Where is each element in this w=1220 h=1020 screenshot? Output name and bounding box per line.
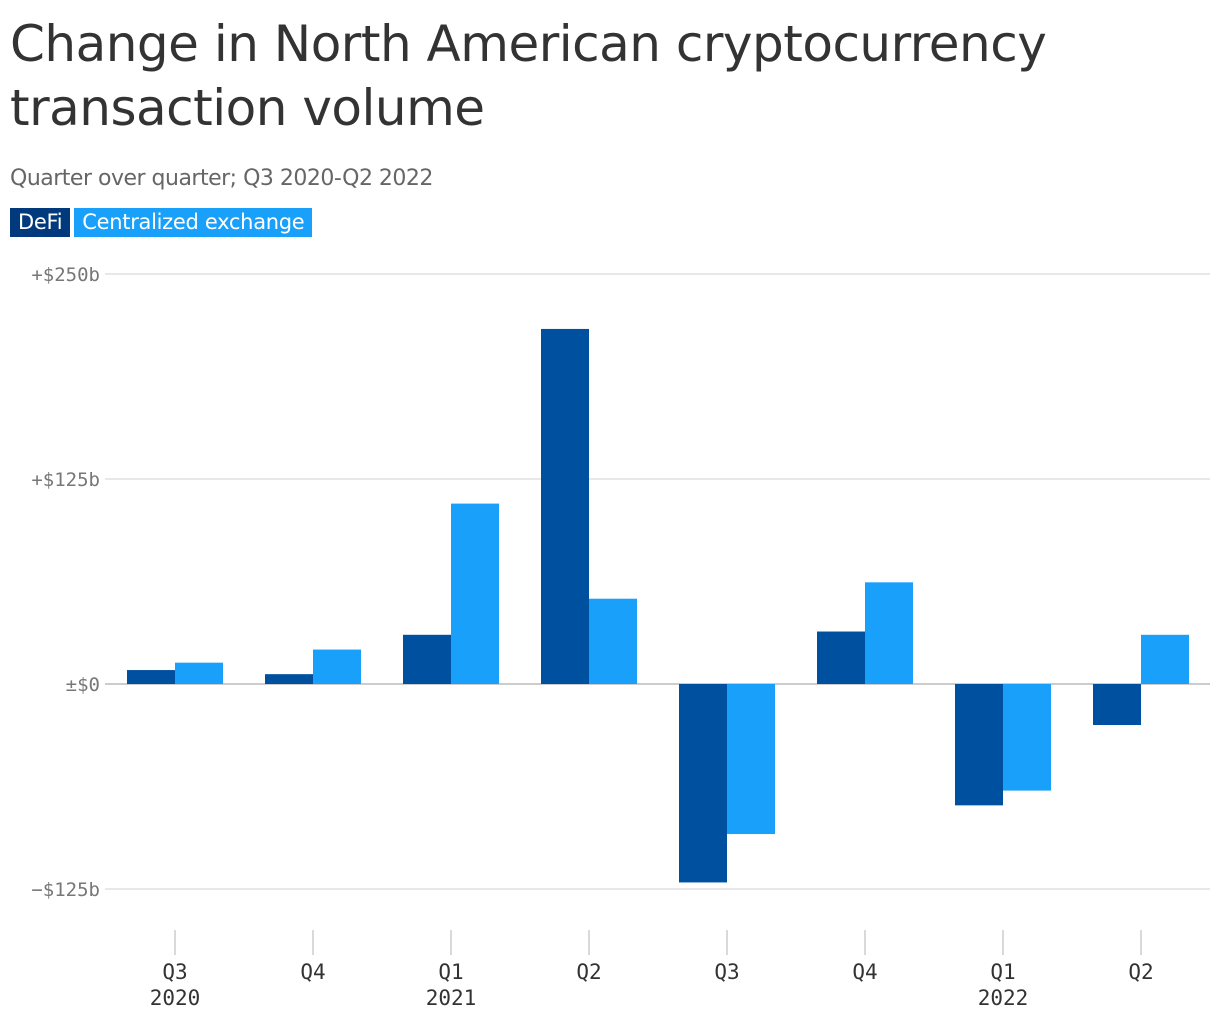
y-tick-label: +$125b [31, 469, 100, 491]
bar-cex [313, 649, 361, 684]
legend-centralized-exchange: Centralized exchange [74, 208, 313, 237]
y-tick-label: −$125b [31, 879, 100, 901]
bar-defi [127, 670, 175, 684]
x-tick-label: Q3 [714, 960, 739, 984]
x-tick-year: 2021 [426, 986, 477, 1010]
bar-defi [679, 684, 727, 883]
bar-cex [451, 503, 499, 684]
chart-subtitle: Quarter over quarter; Q3 2020-Q2 2022 [10, 166, 433, 191]
x-tick-year: 2020 [150, 986, 201, 1010]
bar-defi [403, 634, 451, 684]
x-tick-label: Q2 [1128, 960, 1153, 984]
bar-defi [541, 328, 589, 684]
bar-cex [727, 684, 775, 835]
bar-cex [175, 662, 223, 684]
bar-defi [265, 674, 313, 684]
x-tick-label: Q2 [576, 960, 601, 984]
bar-cex [865, 582, 913, 684]
x-tick-label: Q4 [300, 960, 325, 984]
legend-defi: DeFi [10, 208, 71, 237]
bar-cex [1003, 684, 1051, 791]
bar-defi [1093, 684, 1141, 725]
x-tick-label: Q3 [162, 960, 187, 984]
bar-cex [589, 598, 637, 684]
y-tick-label: ±$0 [66, 674, 100, 696]
legend: DeFi Centralized exchange [10, 208, 313, 237]
x-tick-label: Q4 [852, 960, 877, 984]
y-tick-label: +$250b [31, 264, 100, 286]
bar-defi [955, 684, 1003, 806]
x-tick-label: Q1 [990, 960, 1015, 984]
x-tick-label: Q1 [438, 960, 463, 984]
bar-defi [817, 631, 865, 684]
bar-cex [1141, 634, 1189, 684]
x-tick-year: 2022 [978, 986, 1029, 1010]
chart-title: Change in North American cryptocurrency … [10, 15, 1047, 137]
